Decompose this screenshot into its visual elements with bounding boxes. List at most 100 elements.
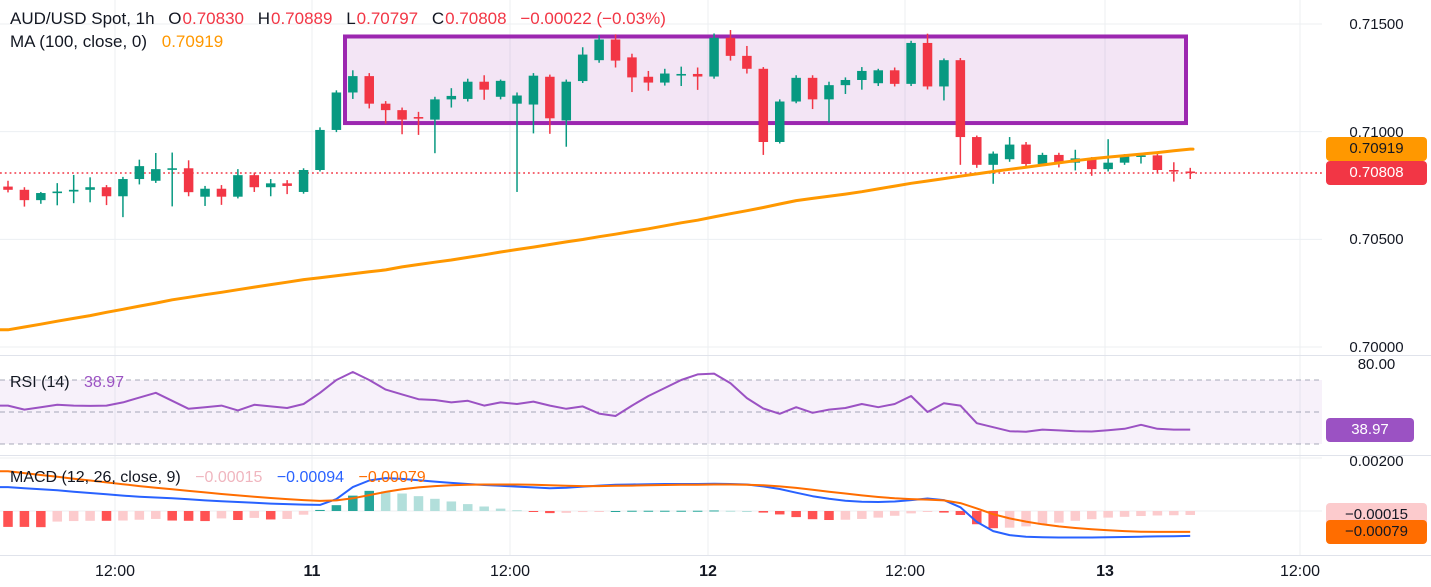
candle-body — [1054, 154, 1064, 163]
macd-hist-bar — [709, 510, 719, 512]
candle-body — [151, 169, 161, 181]
candle-body — [1119, 156, 1130, 163]
macd-hist-value: −0.00015 — [195, 469, 263, 486]
candle-body — [1037, 154, 1048, 164]
candle-body — [1152, 155, 1163, 170]
macd-signal-value: −0.00079 — [358, 469, 426, 486]
candle-body — [265, 183, 276, 188]
candle-body — [364, 76, 374, 104]
macd-hist-bar — [315, 509, 325, 511]
rsi-tick-label: 80.00 — [1357, 356, 1396, 373]
macd-hist-bar — [594, 511, 604, 512]
macd-hist-bar — [660, 510, 670, 512]
macd-hist-bar — [545, 511, 555, 514]
rsi-line — [0, 371, 1191, 433]
candle-body — [906, 42, 916, 84]
macd-hist-bar — [643, 510, 654, 512]
macd-hist-bar — [692, 510, 703, 512]
candle-body — [643, 76, 654, 83]
time-tick-label: 12:00 — [489, 563, 531, 580]
candle-body — [167, 168, 177, 170]
macd-hist-bar — [167, 511, 177, 521]
macd-hist-bar — [101, 511, 112, 521]
price-tick-label: 0.70000 — [1349, 339, 1404, 356]
macd-hist-bar — [725, 510, 736, 512]
candle-body — [1169, 169, 1179, 172]
macd-hist-bar — [3, 511, 13, 527]
time-axis[interactable]: 12:00 11 12:00 12 12:00 13 12:00 — [0, 556, 1431, 587]
candle-body — [183, 168, 194, 193]
candle-body — [1004, 144, 1015, 160]
candle-body — [545, 76, 555, 119]
macd-hist-bar — [265, 511, 276, 520]
ma-label: MA (100, close, 0) — [10, 32, 148, 51]
candle-body — [594, 39, 604, 61]
macd-hist-bar — [1136, 511, 1146, 517]
candle-body — [807, 77, 818, 100]
ma-value: 0.70919 — [161, 32, 224, 51]
macd-signal-line — [0, 470, 1191, 533]
time-tick-label: 12:00 — [1279, 563, 1321, 580]
candle-body — [840, 79, 851, 86]
price-tick-label: 0.70500 — [1349, 231, 1404, 249]
time-tick-label: 12 — [699, 563, 717, 580]
candle-body — [922, 42, 933, 87]
macd-hist-bar — [627, 510, 637, 512]
candle-body — [857, 70, 867, 80]
ma-price-badge: 0.70919 — [1326, 137, 1427, 162]
candle-body — [282, 183, 292, 186]
macd-signal-badge: −0.00079 — [1326, 519, 1427, 544]
low-label: L — [346, 9, 356, 28]
macd-hist-bar — [577, 511, 588, 513]
macd-hist-bar — [52, 511, 63, 522]
candle-body — [774, 101, 785, 143]
high-value: 0.70889 — [271, 9, 333, 28]
candle-body — [68, 189, 79, 192]
macd-hist-bar — [1054, 511, 1064, 523]
candle-body — [463, 81, 473, 99]
rsi-legend-row[interactable]: RSI (14) 38.97 — [10, 372, 124, 394]
macd-hist-bar — [807, 511, 818, 520]
macd-hist-bar — [380, 491, 391, 511]
time-tick-label: 11 — [303, 563, 321, 580]
macd-hist-bar — [1169, 511, 1179, 516]
candle-body — [676, 73, 686, 76]
candle-body — [101, 187, 112, 197]
candle-body — [1103, 162, 1113, 170]
ma-legend-row[interactable]: MA (100, close, 0) 0.70919 — [10, 31, 223, 53]
macd-legend-row[interactable]: MACD (12, 26, close, 9) −0.00015 −0.0009… — [10, 467, 426, 489]
macd-hist-bar — [134, 511, 145, 520]
candle-body — [988, 153, 998, 165]
candle-body — [348, 76, 358, 93]
macd-hist-bar — [922, 511, 933, 512]
candle-body — [331, 92, 342, 130]
macd-hist-bar — [36, 511, 46, 528]
macd-hist-bar — [873, 511, 884, 518]
candle-body — [233, 175, 243, 197]
macd-hist-bar — [233, 511, 243, 521]
macd-hist-bar — [348, 495, 358, 511]
candle-body — [118, 179, 128, 197]
macd-hist-bar — [512, 510, 522, 512]
candle-body — [249, 175, 260, 188]
close-label: C — [431, 9, 445, 28]
candle-body — [36, 193, 46, 201]
macd-hist-bar — [413, 496, 424, 511]
price-axis[interactable]: 0.71500 0.71000 0.70500 0.70000 80.00 0.00200… — [1322, 0, 1431, 556]
macd-hist-bar — [298, 511, 309, 515]
macd-hist-bar — [840, 511, 851, 520]
symbol-legend-row[interactable]: AUD/USD Spot, 1h O0.70830 H0.70889 L0.70… — [10, 8, 666, 30]
macd-hist-bar — [1119, 511, 1130, 517]
macd-hist-bar — [742, 511, 752, 512]
macd-label: MACD (12, 26, close, 9) — [10, 469, 181, 486]
candle-body — [298, 169, 309, 192]
macd-hist-bar — [774, 511, 785, 515]
macd-tick-label: 0.00200 — [1349, 453, 1404, 470]
candle-body — [413, 117, 424, 119]
candle-body — [315, 129, 325, 170]
candle-body — [873, 70, 884, 84]
candle-body — [955, 60, 966, 138]
candle-body — [742, 55, 752, 69]
macd-hist-bar — [1037, 511, 1048, 525]
